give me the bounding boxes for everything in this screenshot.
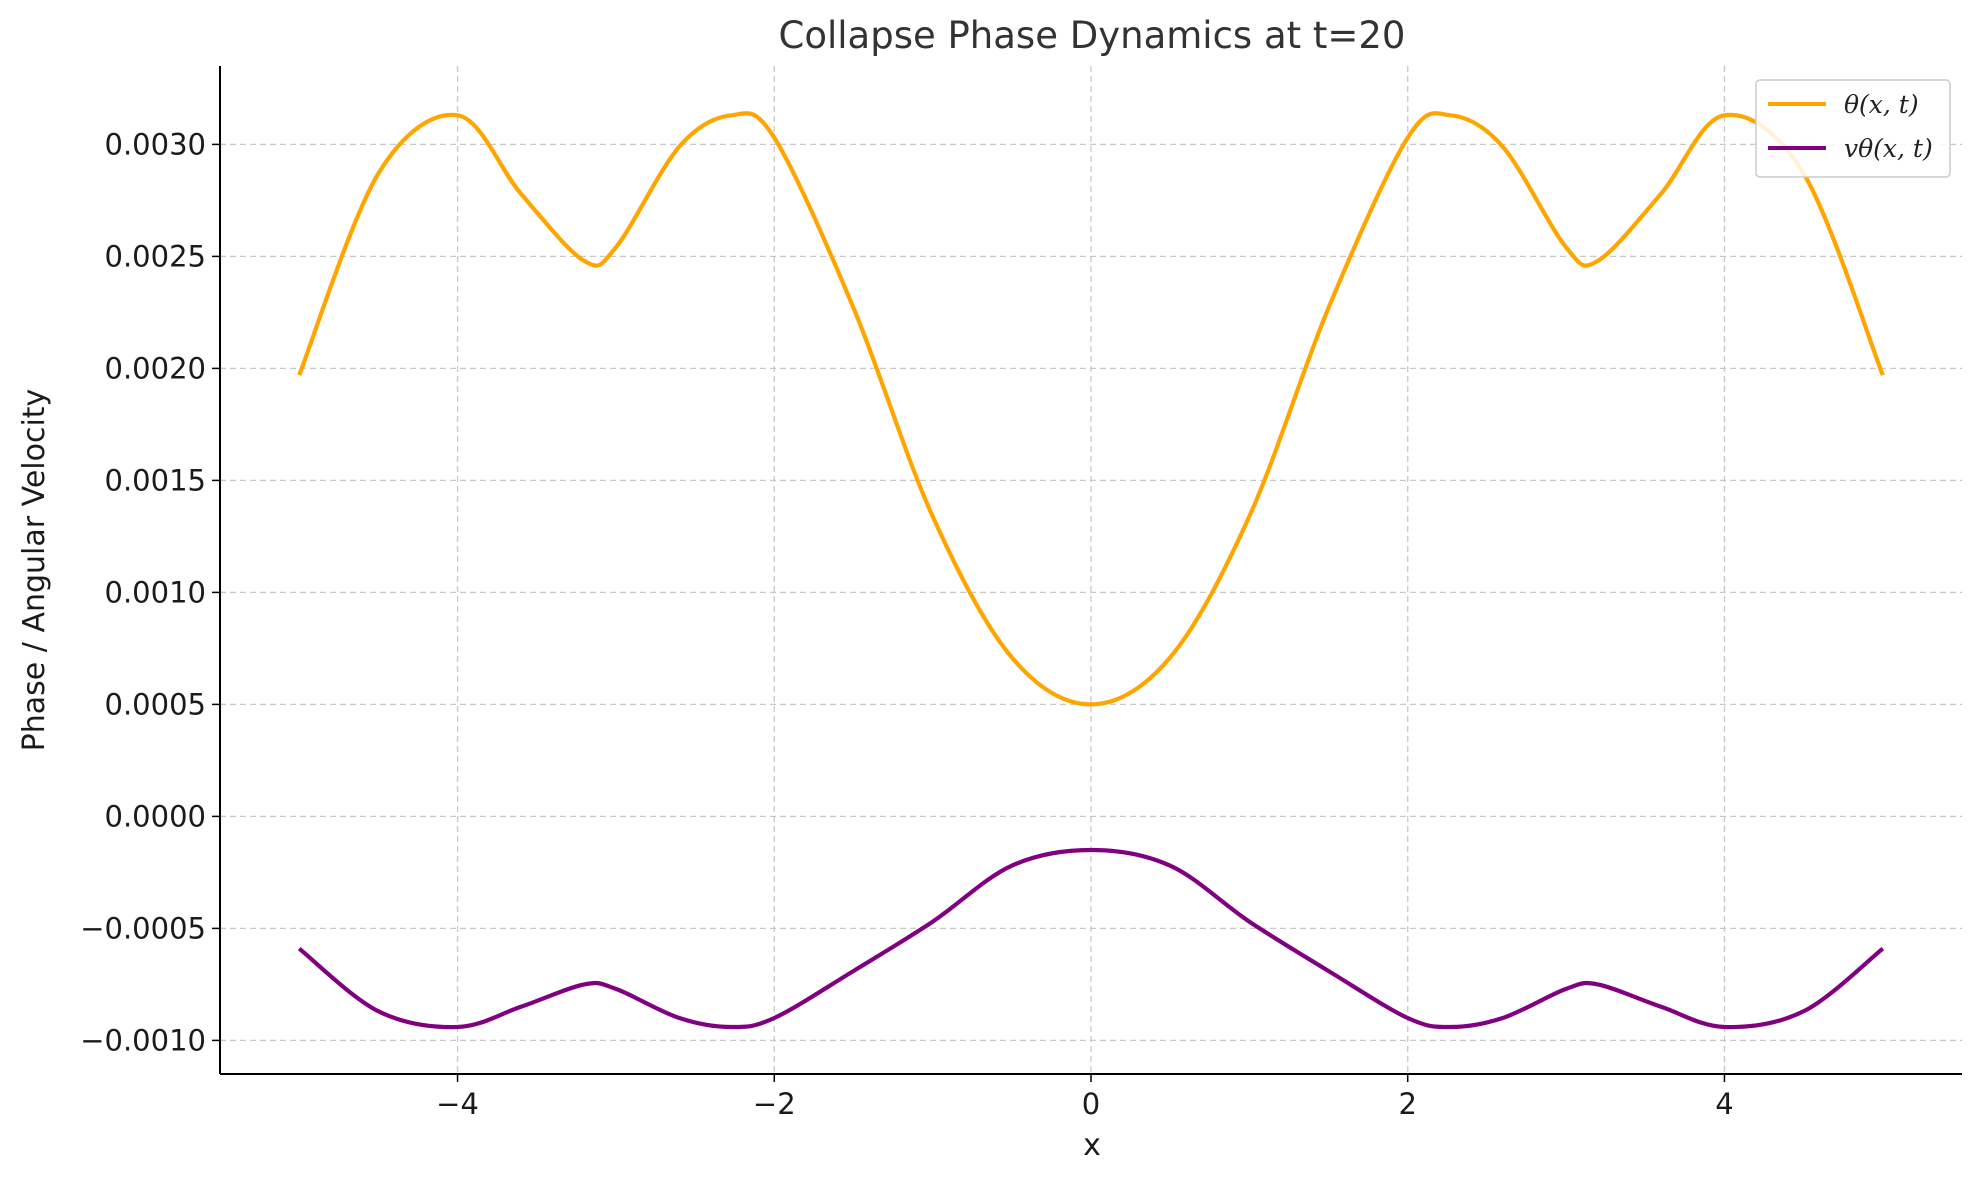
y-axis-label: Phase / Angular Velocity: [17, 389, 52, 752]
x-axis-label: x: [1083, 1128, 1101, 1163]
x-tick-label: −4: [436, 1087, 479, 1121]
y-tick-label: 0.0020: [105, 351, 206, 385]
legend-label-theta: θ(x, t): [1844, 90, 1919, 119]
grid: [220, 66, 1962, 1074]
x-tick-label: 0: [1082, 1087, 1100, 1121]
series-line-v-theta: [297, 847, 1885, 1030]
x-tick-label: −2: [753, 1087, 796, 1121]
x-tick-label: 4: [1715, 1087, 1733, 1121]
y-tick-label: −0.0005: [80, 911, 206, 945]
y-tick-label: 0.0025: [105, 239, 206, 273]
y-tick-label: −0.0010: [80, 1023, 206, 1057]
y-tick-label: 0.0000: [105, 799, 206, 833]
y-tick-label: 0.0030: [105, 127, 206, 161]
y-tick-label: 0.0005: [105, 687, 206, 721]
y-tick-label: 0.0015: [105, 463, 206, 497]
legend: θ(x, t) vθ(x, t): [1755, 79, 1951, 178]
x-ticks: −4 −2 0 2 4: [436, 1074, 1734, 1121]
x-tick-label: 2: [1399, 1087, 1417, 1121]
y-ticks: 0.0030 0.0025 0.0020 0.0015 0.0010 0.0005 0.00…: [80, 127, 220, 1057]
series-layer: [297, 111, 1885, 1030]
y-tick-label: 0.0010: [105, 575, 206, 609]
chart-title: Collapse Phase Dynamics at t=20: [779, 14, 1406, 57]
series-line-theta: [297, 111, 1885, 707]
legend-label-v-theta: vθ(x, t): [1844, 134, 1933, 163]
